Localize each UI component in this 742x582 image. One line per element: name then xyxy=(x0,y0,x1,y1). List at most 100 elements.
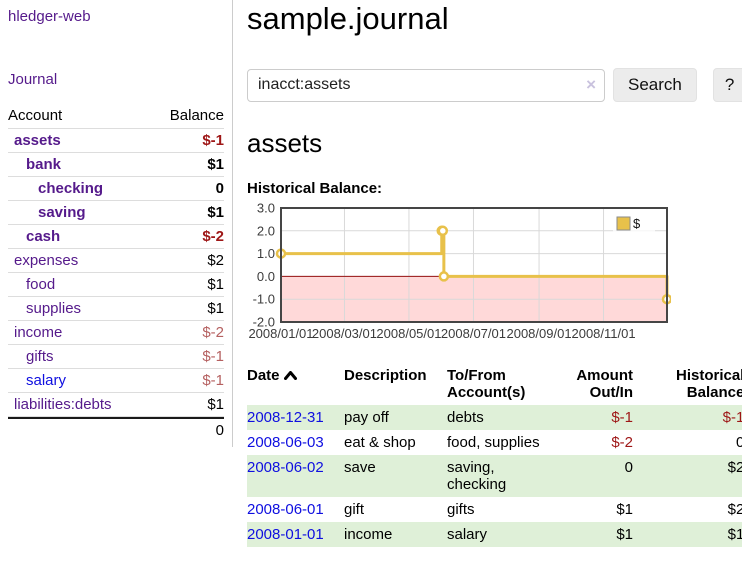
account-balance-table: Account Balance assets $-1 bank $1 xyxy=(8,104,224,447)
account-row: food $1 xyxy=(8,272,224,296)
transaction-description: save xyxy=(344,459,376,476)
hledger-web-page: hledger-web Journal Account Balance asse… xyxy=(0,0,742,547)
account-row: checking 0 xyxy=(8,176,224,200)
account-link[interactable]: assets xyxy=(14,132,61,149)
transaction-date-cell: 2008-06-02 xyxy=(247,455,344,497)
search-input-wrap: × xyxy=(247,68,605,102)
transaction-accounts: food, supplies xyxy=(447,434,540,451)
transaction-date-link[interactable]: 2008-12-31 xyxy=(247,409,324,426)
account-balance: $-2 xyxy=(149,224,224,248)
account-name-cell: gifts xyxy=(8,344,150,368)
sidebar-item-journal[interactable]: Journal xyxy=(8,71,58,88)
account-link[interactable]: income xyxy=(14,324,63,341)
historical-balance-chart: 3.0 2.0 1.0 0.0 -1.0 -2.0 2008/01/01 2008/03/01… xyxy=(247,203,742,343)
svg-text:2008/03/01: 2008/03/01 xyxy=(312,326,377,341)
account-balance: $1 xyxy=(149,152,224,176)
transaction-accounts: gifts xyxy=(447,501,475,518)
account-balance: $1 xyxy=(149,200,224,224)
account-heading: assets xyxy=(247,128,323,158)
account-row: income $-2 xyxy=(8,320,224,344)
transaction-balance: $-1 xyxy=(722,409,742,426)
transaction-date-link[interactable]: 2008-01-01 xyxy=(247,526,324,543)
account-row: cash $-2 xyxy=(8,224,224,248)
svg-text:2008/11/01: 2008/11/01 xyxy=(571,326,635,341)
account-name-cell: food xyxy=(8,272,150,296)
account-link[interactable]: supplies xyxy=(26,300,82,317)
sort-ascending-icon xyxy=(283,371,297,380)
date-column-header[interactable]: Date xyxy=(247,365,344,405)
account-table-header-row: Account Balance xyxy=(8,104,224,128)
amount-column-header: Amount Out/In xyxy=(576,367,633,401)
transaction-balance: $2 xyxy=(727,501,742,518)
svg-text:-1.0: -1.0 xyxy=(253,292,275,307)
transaction-date-cell: 2008-06-03 xyxy=(247,430,344,455)
sidebar: hledger-web Journal Account Balance asse… xyxy=(0,0,233,447)
svg-text:3.0: 3.0 xyxy=(257,203,275,216)
page-title: sample.journal xyxy=(247,1,449,36)
account-total-row: 0 xyxy=(8,417,224,447)
account-link[interactable]: expenses xyxy=(14,252,79,269)
chart-title: Historical Balance: xyxy=(247,180,383,197)
account-balance: 0 xyxy=(149,176,224,200)
transactions-header-row: Date Description To/From Account(s) Amou… xyxy=(247,365,742,405)
transaction-row: 2008-01-01 income salary $1 $1 xyxy=(247,522,742,547)
account-balance: $1 xyxy=(149,296,224,320)
transaction-description: pay off xyxy=(344,409,389,426)
transaction-row: 2008-06-03 eat & shop food, supplies $-2… xyxy=(247,430,742,455)
transaction-accounts: salary xyxy=(447,526,488,543)
account-name-cell: expenses xyxy=(8,248,150,272)
search-button[interactable]: Search xyxy=(613,68,697,102)
account-link[interactable]: salary xyxy=(26,372,67,389)
svg-text:0.0: 0.0 xyxy=(257,269,275,284)
transaction-description: gift xyxy=(344,501,365,518)
svg-text:2008/01/01: 2008/01/01 xyxy=(248,326,313,341)
svg-text:$: $ xyxy=(633,216,641,231)
account-balance: $-2 xyxy=(149,320,224,344)
transaction-date-link[interactable]: 2008-06-03 xyxy=(247,434,324,451)
clear-search-icon[interactable]: × xyxy=(586,74,596,94)
account-balance: $2 xyxy=(149,248,224,272)
transaction-date-link[interactable]: 2008-06-01 xyxy=(247,501,324,518)
transaction-description: eat & shop xyxy=(344,434,416,451)
account-link[interactable]: gifts xyxy=(26,348,54,365)
account-link[interactable]: checking xyxy=(38,180,104,197)
transaction-amount: $1 xyxy=(616,526,633,543)
transaction-balance: 0 xyxy=(736,434,742,451)
chart-canvas: 3.0 2.0 1.0 0.0 -1.0 -2.02008/01/012008/03/01… xyxy=(248,203,671,341)
transaction-date-link[interactable]: 2008-06-02 xyxy=(247,459,324,476)
account-row: saving $1 xyxy=(8,200,224,224)
search-input[interactable] xyxy=(247,68,605,102)
account-link[interactable]: cash xyxy=(26,228,61,245)
transaction-amount: $1 xyxy=(616,501,633,518)
account-name-cell: liabilities:debts xyxy=(8,392,150,417)
account-balance: $1 xyxy=(149,392,224,417)
account-row: assets $-1 xyxy=(8,128,224,152)
transaction-row: 2008-06-01 gift gifts $1 $2 xyxy=(247,497,742,522)
account-name-cell: saving xyxy=(8,200,150,224)
transactions-table: Date Description To/From Account(s) Amou… xyxy=(247,365,742,547)
transaction-date-cell: 2008-06-01 xyxy=(247,497,344,522)
account-row: salary $-1 xyxy=(8,368,224,392)
sidebar-total-balance: 0 xyxy=(149,417,224,447)
transaction-balance: $1 xyxy=(727,526,742,543)
app-title-link[interactable]: hledger-web xyxy=(8,8,91,25)
account-name-cell: checking xyxy=(8,176,150,200)
account-link[interactable]: food xyxy=(26,276,56,293)
transaction-amount: 0 xyxy=(624,459,633,476)
search-bar: × Search ? xyxy=(247,68,742,102)
account-link[interactable]: liabilities:debts xyxy=(14,396,112,413)
svg-text:2008/07/01: 2008/07/01 xyxy=(441,326,506,341)
account-name-cell: bank xyxy=(8,152,150,176)
transaction-amount: $-1 xyxy=(611,409,633,426)
transaction-date-cell: 2008-12-31 xyxy=(247,405,344,430)
account-name-cell: supplies xyxy=(8,296,150,320)
transaction-row: 2008-06-02 save saving, checking 0 $2 xyxy=(247,455,742,497)
account-link[interactable]: bank xyxy=(26,156,62,173)
account-balance: $-1 xyxy=(149,128,224,152)
account-link[interactable]: saving xyxy=(38,204,86,221)
help-button[interactable]: ? xyxy=(712,68,742,102)
account-name-cell: income xyxy=(8,320,150,344)
account-balance: $-1 xyxy=(149,344,224,368)
transaction-amount: $-2 xyxy=(611,434,633,451)
transaction-row: 2008-12-31 pay off debts $-1 $-1 xyxy=(247,405,742,430)
